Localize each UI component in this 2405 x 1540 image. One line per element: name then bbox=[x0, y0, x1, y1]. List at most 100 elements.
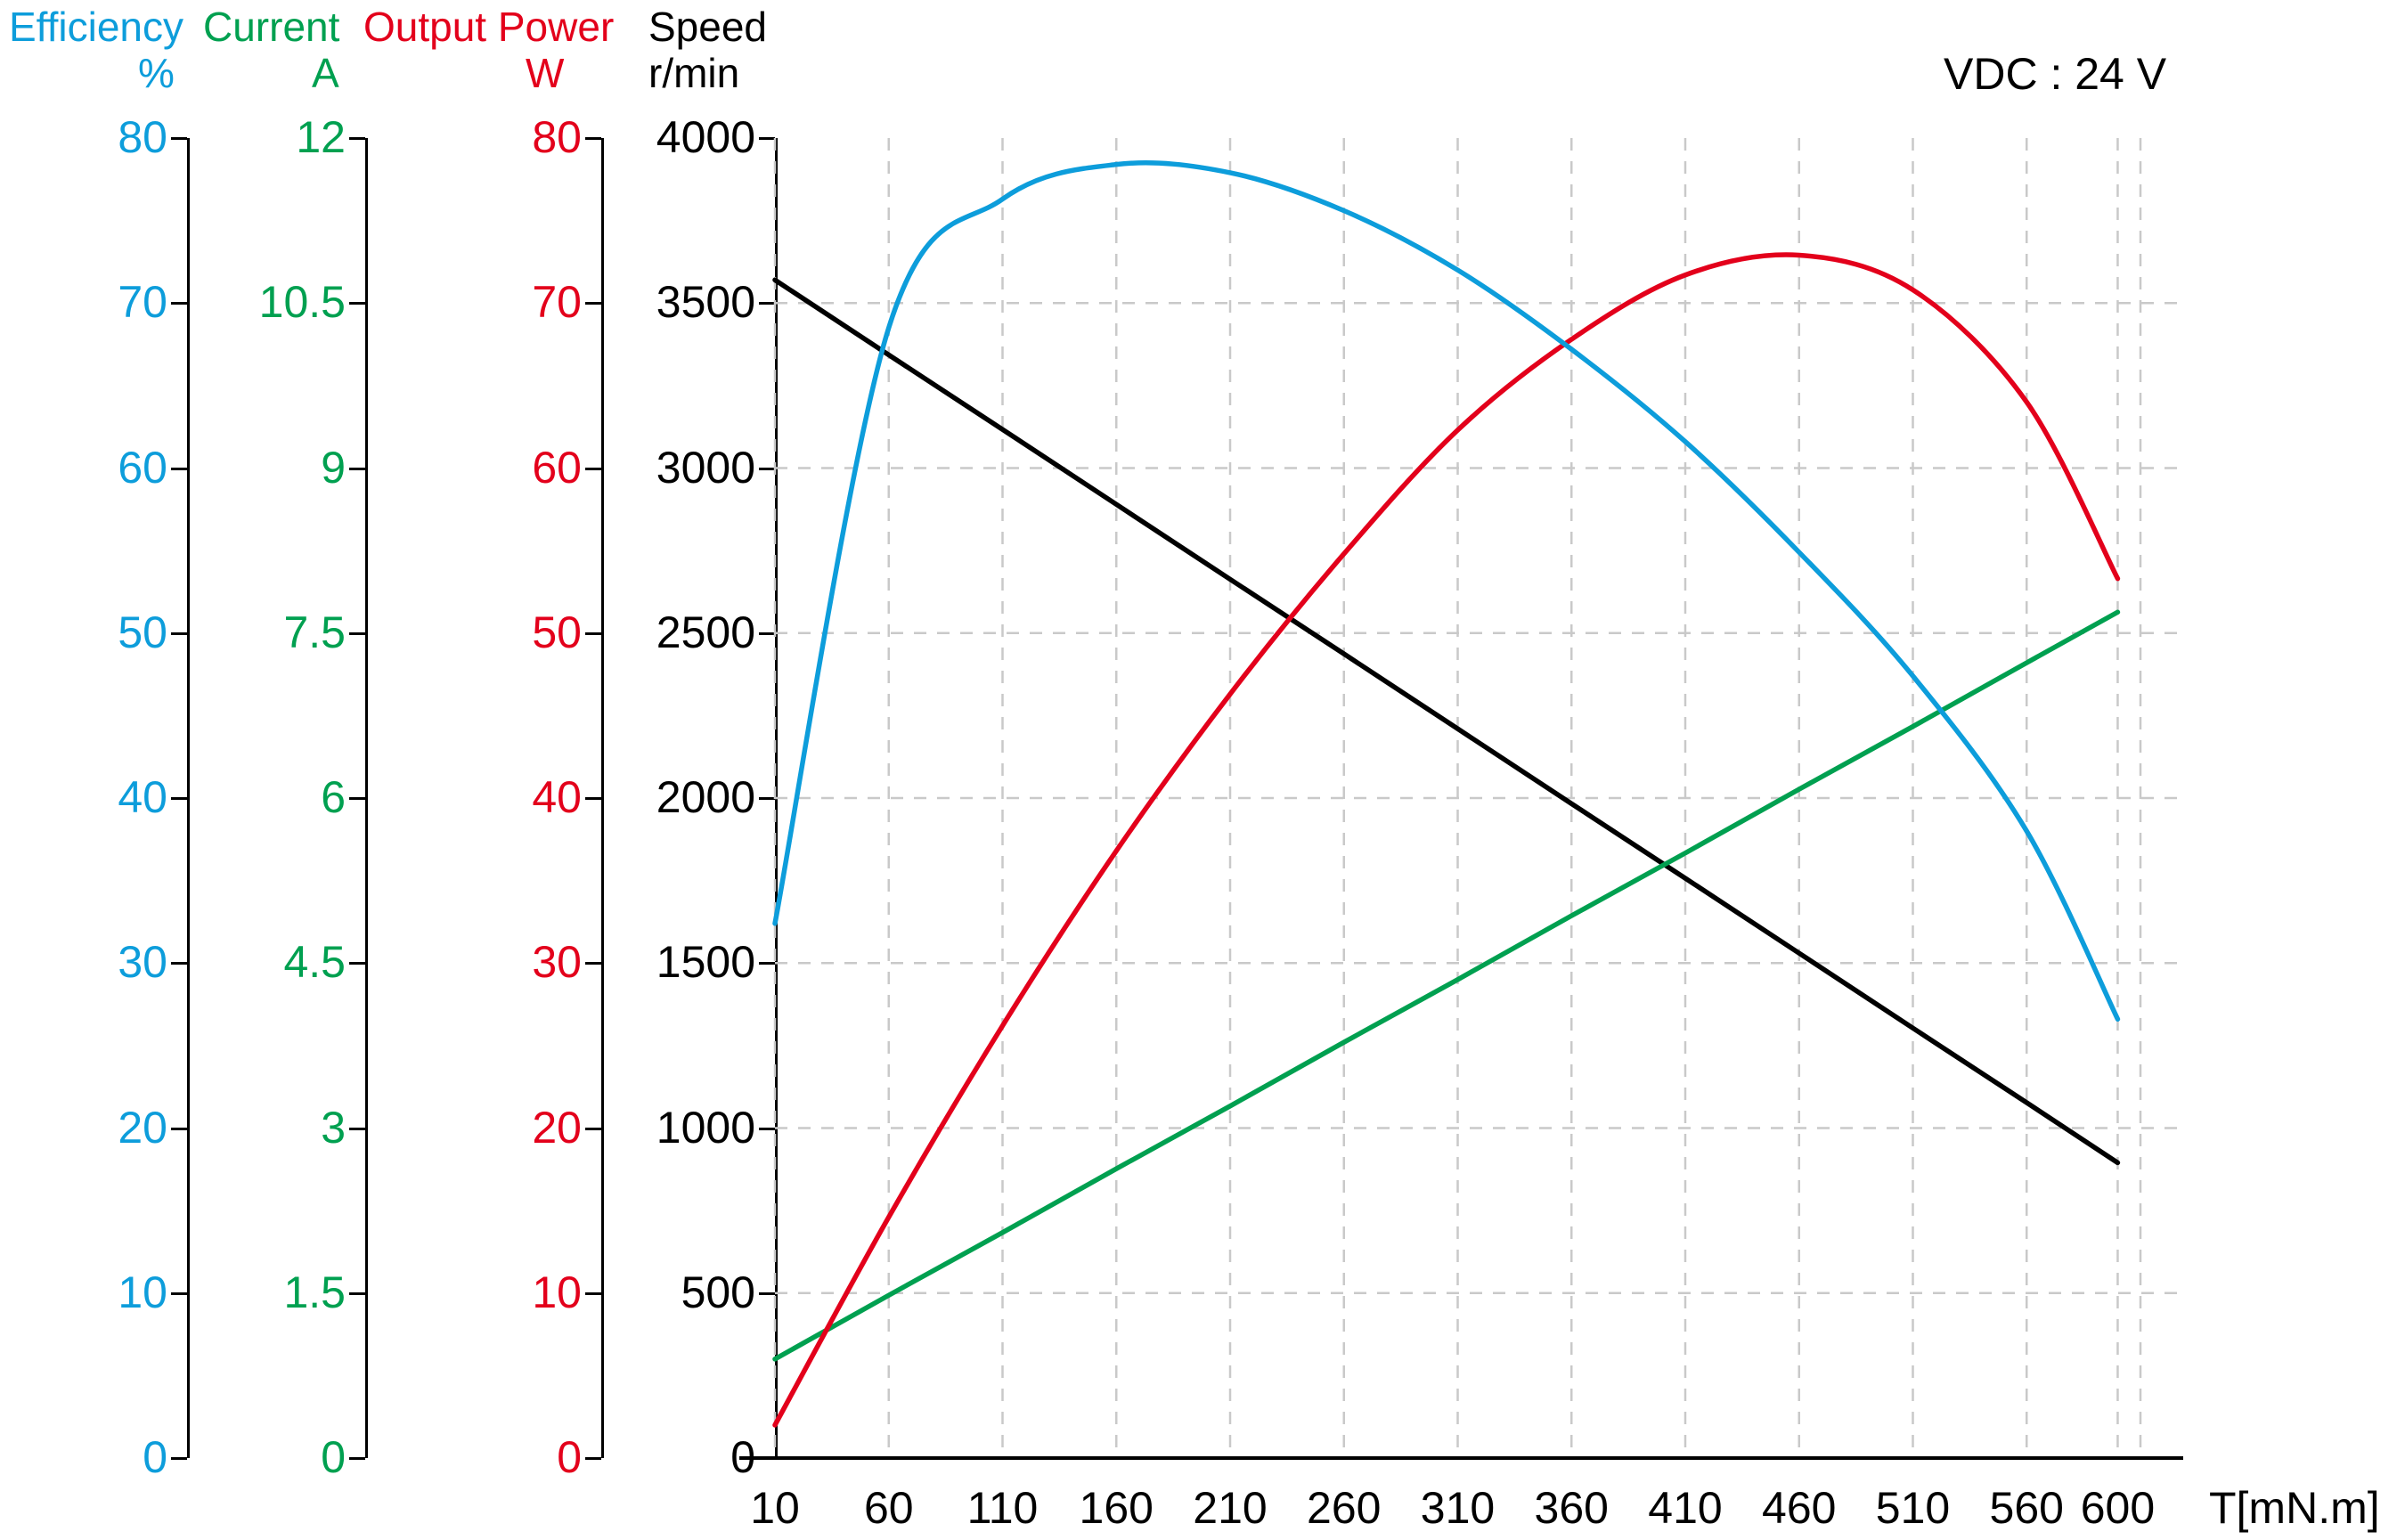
power-axis-tick bbox=[585, 137, 601, 140]
speed-tick-label: 3000 bbox=[656, 443, 755, 493]
speed-axis-title: Speed bbox=[648, 4, 768, 50]
efficiency-axis-line bbox=[187, 138, 190, 1458]
efficiency-axis-unit: % bbox=[138, 50, 175, 96]
power-axis-tick bbox=[585, 468, 601, 470]
efficiency-axis-tick bbox=[171, 302, 187, 305]
efficiency-axis-tick bbox=[171, 468, 187, 470]
speed-axis-tick bbox=[759, 468, 775, 470]
speed-axis-tick bbox=[759, 137, 775, 140]
speed-axis-tick bbox=[759, 797, 775, 800]
current-axis-tick bbox=[349, 302, 365, 305]
power-tick-label: 0 bbox=[557, 1432, 582, 1482]
current-tick-label: 4.5 bbox=[283, 937, 346, 987]
speed-axis-unit: r/min bbox=[648, 50, 740, 96]
efficiency-axis-tick bbox=[171, 632, 187, 635]
current-axis-tick bbox=[349, 797, 365, 800]
efficiency-axis-tick bbox=[171, 797, 187, 800]
speed-axis-tick bbox=[759, 632, 775, 635]
speed-axis-tick bbox=[759, 302, 775, 305]
efficiency-tick-label: 20 bbox=[118, 1103, 167, 1153]
power-axis-tick bbox=[585, 797, 601, 800]
speed-axis-tick bbox=[759, 1128, 775, 1130]
speed-tick-label: 1000 bbox=[656, 1103, 755, 1153]
speed-tick-label: 2500 bbox=[656, 607, 755, 657]
power-axis-tick bbox=[585, 1292, 601, 1295]
x-tick-label: 60 bbox=[863, 1483, 914, 1533]
current-axis-line bbox=[365, 138, 368, 1458]
x-tick-label: 510 bbox=[1875, 1483, 1951, 1533]
x-tick-label: 160 bbox=[1079, 1483, 1154, 1533]
efficiency-tick-label: 10 bbox=[118, 1267, 167, 1317]
efficiency-tick-label: 50 bbox=[118, 607, 167, 657]
power-axis-title: Output Power bbox=[363, 4, 615, 50]
series-line-output-power bbox=[772, 252, 2121, 1428]
efficiency-axis-title: Efficiency bbox=[9, 4, 184, 50]
power-tick-label: 60 bbox=[532, 443, 582, 493]
power-axis-tick bbox=[585, 1128, 601, 1130]
speed-tick-label: 500 bbox=[681, 1267, 755, 1317]
x-tick-label: 560 bbox=[1989, 1483, 2064, 1533]
series-line-efficiency bbox=[772, 160, 2121, 1022]
speed-tick-label: 4000 bbox=[656, 112, 755, 162]
current-tick-label: 10.5 bbox=[258, 277, 346, 327]
speed-axis-tick bbox=[759, 1292, 775, 1295]
power-tick-label: 50 bbox=[532, 607, 582, 657]
current-tick-label: 9 bbox=[321, 443, 346, 493]
x-tick-label: 10 bbox=[750, 1483, 800, 1533]
efficiency-tick-label: 40 bbox=[118, 772, 167, 822]
current-tick-label: 7.5 bbox=[283, 607, 346, 657]
current-tick-label: 1.5 bbox=[283, 1267, 346, 1317]
current-tick-label: 0 bbox=[321, 1432, 346, 1482]
power-tick-label: 70 bbox=[532, 277, 582, 327]
speed-tick-label: 3500 bbox=[656, 277, 755, 327]
vdc-annotation: VDC : 24 V bbox=[1944, 49, 2167, 99]
current-tick-label: 6 bbox=[321, 772, 346, 822]
series-line-current bbox=[772, 609, 2121, 1362]
current-axis-tick bbox=[349, 632, 365, 635]
current-axis-unit: A bbox=[312, 50, 339, 96]
efficiency-tick-label: 0 bbox=[143, 1432, 167, 1482]
efficiency-tick-label: 60 bbox=[118, 443, 167, 493]
power-tick-label: 80 bbox=[532, 112, 582, 162]
power-tick-label: 20 bbox=[532, 1103, 582, 1153]
speed-tick-label: 1500 bbox=[656, 937, 755, 987]
x-tick-label: 260 bbox=[1307, 1483, 1382, 1533]
efficiency-tick-label: 70 bbox=[118, 277, 167, 327]
current-axis-tick bbox=[349, 1128, 365, 1130]
x-tick-label: 410 bbox=[1648, 1483, 1723, 1533]
power-axis-tick bbox=[585, 302, 601, 305]
x-tick-label: 210 bbox=[1193, 1483, 1268, 1533]
efficiency-tick-label: 30 bbox=[118, 937, 167, 987]
speed-axis-tick bbox=[759, 962, 775, 965]
series-line-speed bbox=[772, 277, 2121, 1166]
power-tick-label: 30 bbox=[532, 937, 582, 987]
power-axis-tick bbox=[585, 962, 601, 965]
efficiency-axis-tick bbox=[171, 1292, 187, 1295]
efficiency-axis-tick bbox=[171, 962, 187, 965]
current-axis-tick bbox=[349, 137, 365, 140]
current-axis-title: Current bbox=[203, 4, 340, 50]
speed-tick-label: 2000 bbox=[656, 772, 755, 822]
x-tick-label: 360 bbox=[1534, 1483, 1609, 1533]
current-axis-tick bbox=[349, 468, 365, 470]
efficiency-tick-label: 80 bbox=[118, 112, 167, 162]
efficiency-axis-tick bbox=[171, 137, 187, 140]
power-axis-tick bbox=[585, 1457, 601, 1460]
efficiency-axis-tick bbox=[171, 1128, 187, 1130]
current-axis-tick bbox=[349, 1292, 365, 1295]
power-axis-unit: W bbox=[526, 50, 565, 96]
current-tick-label: 12 bbox=[296, 112, 346, 162]
power-tick-label: 40 bbox=[532, 772, 582, 822]
x-tick-label: 460 bbox=[1762, 1483, 1837, 1533]
current-axis-tick bbox=[349, 1457, 365, 1460]
current-tick-label: 3 bbox=[321, 1103, 346, 1153]
x-tick-label: 600 bbox=[2080, 1483, 2156, 1533]
current-axis-tick bbox=[349, 962, 365, 965]
power-tick-label: 10 bbox=[532, 1267, 582, 1317]
x-axis-title: T[mN.m] bbox=[2209, 1483, 2380, 1533]
power-axis-line bbox=[601, 138, 604, 1458]
power-axis-tick bbox=[585, 632, 601, 635]
x-tick-label: 310 bbox=[1420, 1483, 1496, 1533]
